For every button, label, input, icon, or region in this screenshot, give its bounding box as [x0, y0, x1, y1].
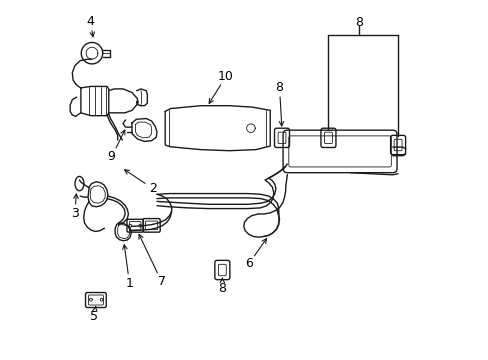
- Text: 2: 2: [149, 183, 157, 195]
- Text: 1: 1: [125, 277, 133, 290]
- Text: 8: 8: [218, 283, 226, 296]
- Text: 3: 3: [71, 207, 79, 220]
- Text: 4: 4: [86, 14, 94, 27]
- Text: 8: 8: [275, 81, 283, 94]
- Text: 9: 9: [107, 150, 115, 163]
- Text: 7: 7: [157, 275, 165, 288]
- Text: 5: 5: [90, 310, 98, 323]
- Text: 10: 10: [218, 70, 233, 83]
- Text: 6: 6: [244, 257, 252, 270]
- Text: 8: 8: [354, 16, 362, 29]
